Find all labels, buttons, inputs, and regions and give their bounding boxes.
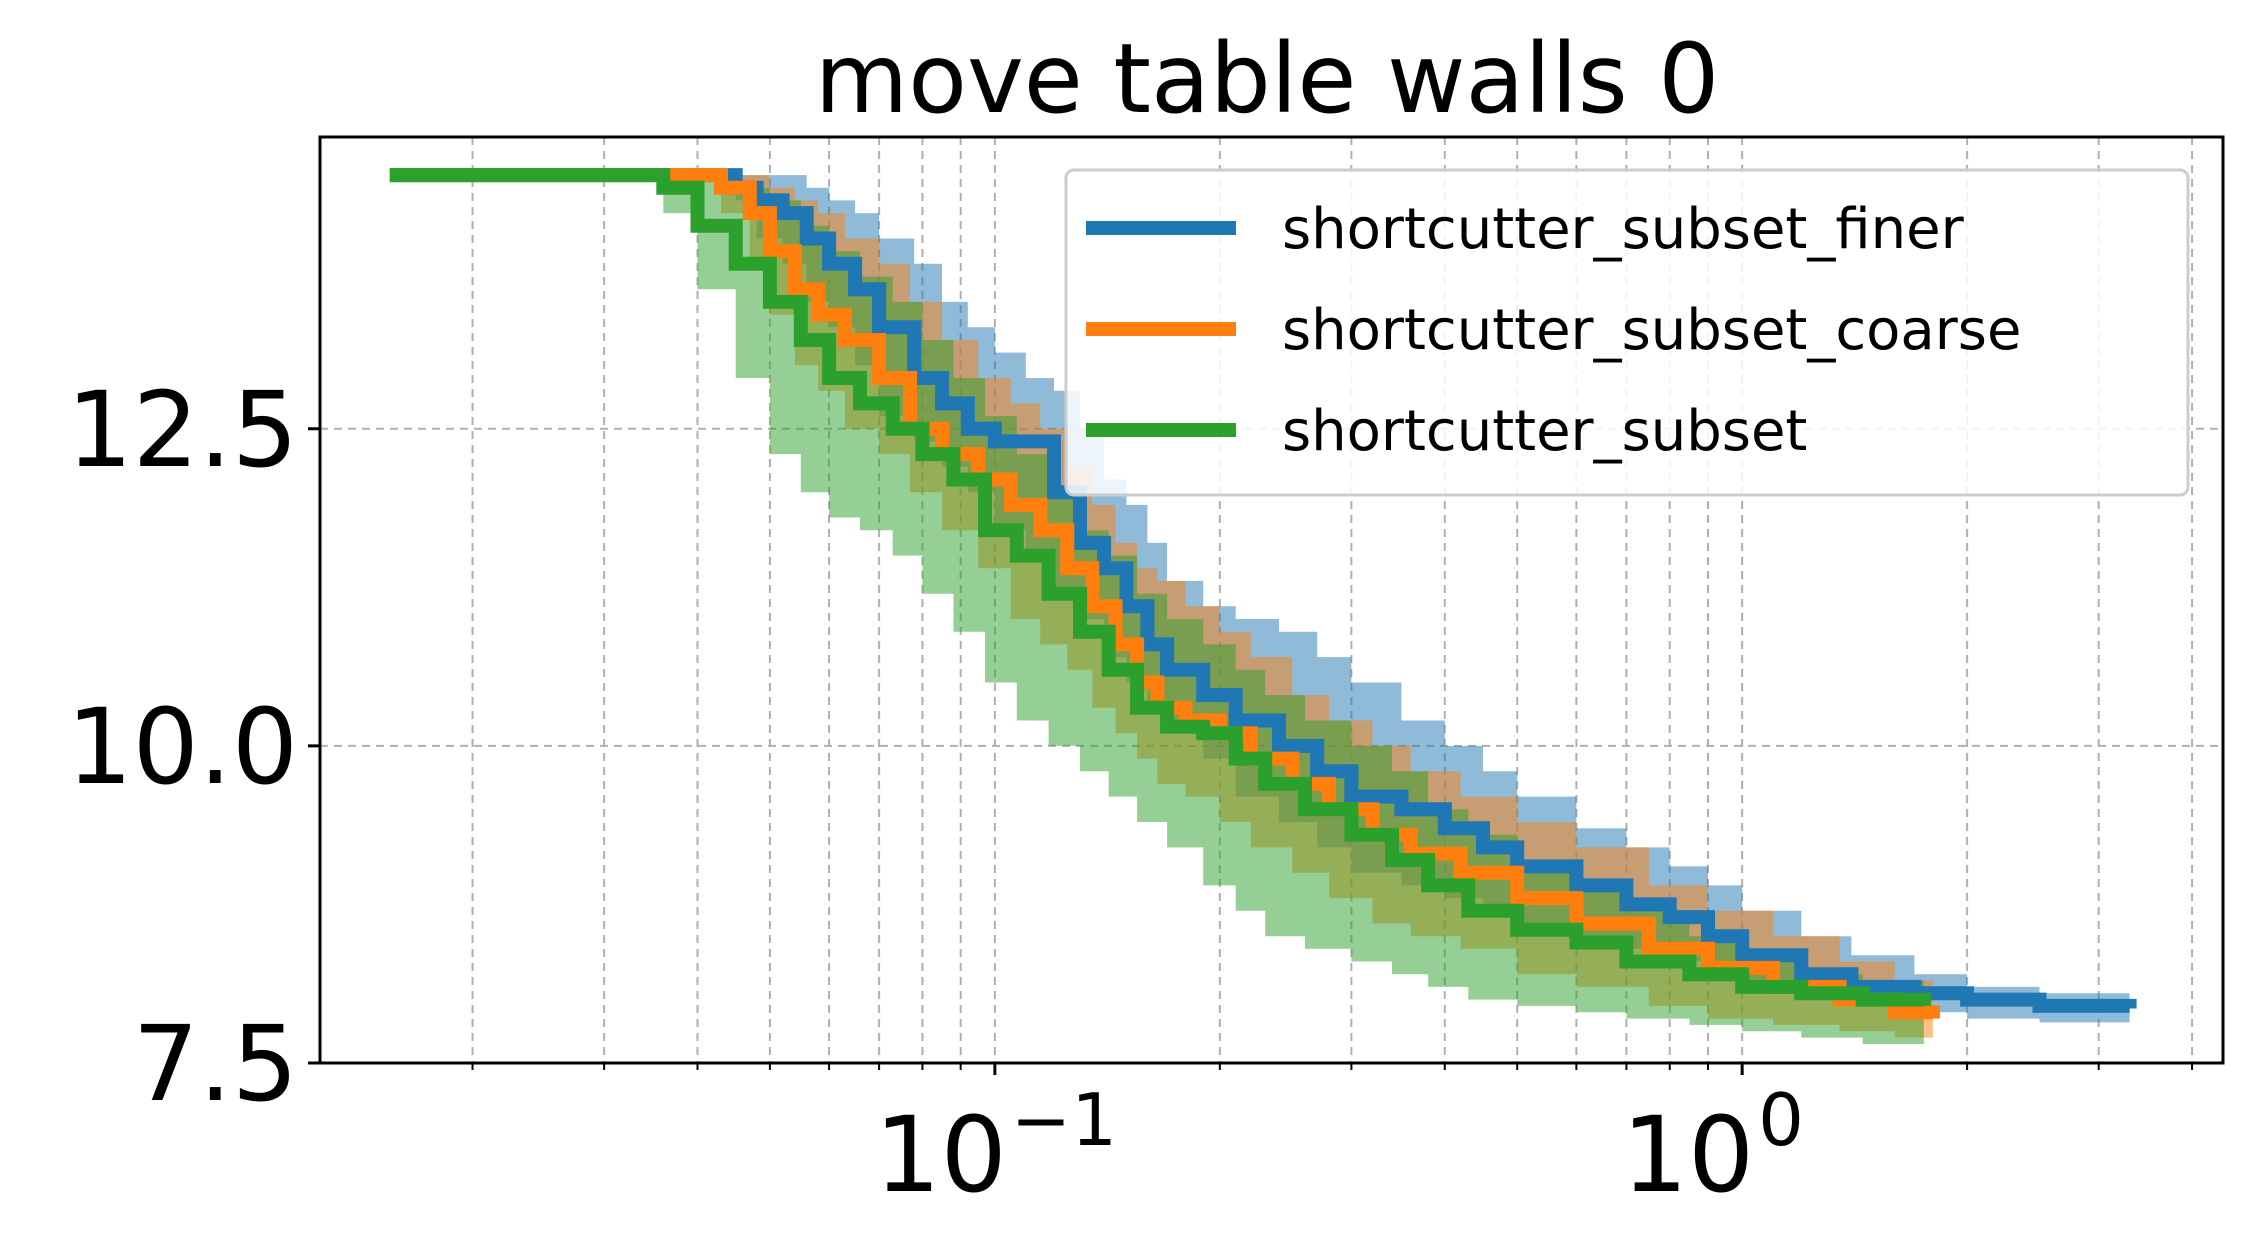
x-tick-label-exponent: −1 [1011,1078,1117,1162]
confidence-bands [389,175,2130,1048]
shortcutter-subset-finer-line [389,168,2137,1013]
chart-title: move table walls 0 [815,23,1720,135]
shortcutter-subset-coarse-line [389,168,1940,1020]
x-tick-label-base: 10 [875,1094,1007,1216]
legend-label-shortcutter-subset-finer: shortcutter_subset_finer [1282,197,1965,262]
legend-box [1064,168,2190,497]
x-tick-label-base: 10 [1622,1094,1754,1216]
plot-frame [318,135,2225,1065]
legend-label-shortcutter-subset-coarse: shortcutter_subset_coarse [1282,298,2021,363]
shortcutter-subset-band [389,175,1924,1048]
y-tick-label: 12.5 [66,369,298,491]
x-tick-label-exponent: 0 [1758,1078,1804,1162]
axis-ticks: 7.510.012.510 −1 10 0 [66,369,2194,1216]
y-tick-label: 7.5 [133,1003,298,1125]
y-tick-label: 10.0 [66,686,298,808]
shortcutter-subset-line [389,168,1931,1007]
series-lines [389,168,2137,1020]
legend[interactable]: shortcutter_subset_finer shortcutter_subs… [1064,168,2190,497]
legend-label-shortcutter-subset: shortcutter_subset [1282,399,1807,464]
